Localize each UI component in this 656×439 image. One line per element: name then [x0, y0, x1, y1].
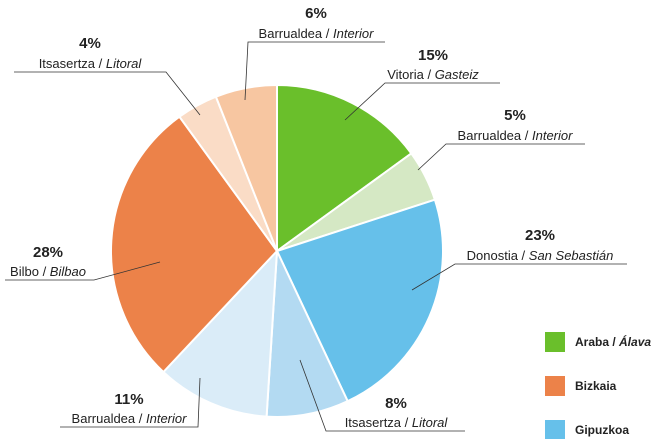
legend-label-italic: Álava	[618, 334, 651, 349]
value-label: 15%	[418, 47, 448, 64]
slice-label-italic: Litoral	[412, 415, 449, 430]
legend-label: Gipuzkoa	[575, 423, 629, 437]
leader-line	[5, 261, 161, 281]
slice-label-part: Barrualdea /	[458, 128, 532, 143]
leader-line	[60, 377, 201, 428]
value-label: 8%	[385, 395, 407, 412]
value-label: 28%	[33, 244, 63, 261]
slice-label: Vitoria / Gasteiz	[387, 67, 479, 82]
pie-slice	[275, 198, 444, 403]
leader-line	[411, 263, 627, 291]
slice-label-italic: Interior	[333, 26, 374, 41]
slice-label: Bilbo / Bilbao	[10, 264, 86, 279]
slice-label-italic: San Sebastián	[529, 248, 614, 263]
leader-line	[244, 41, 385, 101]
slice-label-part: Donostia /	[467, 248, 529, 263]
value-label: 5%	[504, 107, 526, 124]
slice-label: Barrualdea / Interior	[259, 26, 375, 41]
legend-label-part: Bizkaia	[575, 379, 617, 393]
legend-swatch	[545, 376, 565, 396]
slice-label: Barrualdea / Interior	[72, 411, 188, 426]
slice-label-part: Vitoria /	[387, 67, 434, 82]
legend-label: Araba / Álava	[575, 334, 651, 349]
value-label: 23%	[525, 227, 555, 244]
slice-label: Itsasertza / Litoral	[345, 415, 449, 430]
legend-swatch	[545, 420, 565, 439]
leader-line	[299, 359, 465, 432]
leader-line	[344, 82, 500, 121]
value-label: 4%	[79, 35, 101, 52]
slice-label-part: Barrualdea /	[72, 411, 146, 426]
slice-label: Donostia / San Sebastián	[467, 248, 614, 263]
pie-slice	[161, 248, 279, 418]
leader-line	[14, 71, 201, 116]
legend-label: Bizkaia	[575, 379, 617, 393]
slice-label-part: Bilbo /	[10, 264, 50, 279]
slice-label-part: Itsasertza /	[39, 56, 106, 71]
slice-label-italic: Gasteiz	[435, 67, 480, 82]
slice-label-italic: Litoral	[106, 56, 143, 71]
pie-slice	[110, 115, 279, 374]
legend-label-part: Araba /	[575, 335, 619, 349]
slice-label-part: Itsasertza /	[345, 415, 412, 430]
value-label: 6%	[305, 5, 327, 22]
slice-label-italic: Interior	[532, 128, 573, 143]
pie-slice	[276, 83, 413, 253]
slice-label: Barrualdea / Interior	[458, 128, 574, 143]
slice-label-part: Barrualdea /	[259, 26, 333, 41]
slice-label-italic: Bilbao	[50, 264, 86, 279]
slice-label: Itsasertza / Litoral	[39, 56, 143, 71]
value-label: 11%	[114, 391, 143, 408]
leader-line	[417, 143, 585, 171]
legend-swatch	[545, 332, 565, 352]
legend-label-part: Gipuzkoa	[575, 423, 629, 437]
slice-label-italic: Interior	[146, 411, 187, 426]
